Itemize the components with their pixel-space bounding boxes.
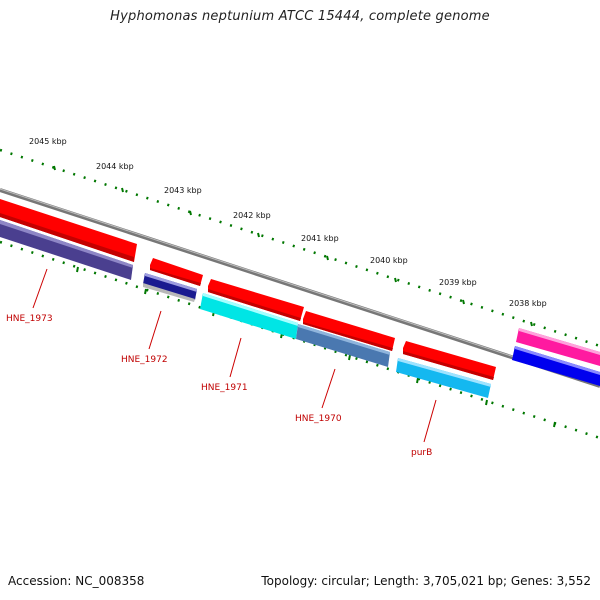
feature-magenta[interactable] bbox=[516, 328, 600, 366]
forward-cds-track bbox=[0, 199, 496, 380]
feature-sky[interactable] bbox=[396, 358, 491, 398]
cds-hne-1973-shade bbox=[0, 213, 134, 262]
map-title: Hyphomonas neptunium ATCC 15444, complet… bbox=[110, 9, 490, 24]
major-tick bbox=[326, 255, 329, 261]
accession-text: Accession: NC_008358 bbox=[8, 574, 145, 588]
major-tick bbox=[189, 210, 192, 216]
feature-steel[interactable] bbox=[296, 324, 390, 367]
leader-hne-1972 bbox=[148, 310, 162, 350]
topology-text: Topology: circular; Length: 3,705,021 bp… bbox=[261, 574, 591, 588]
major-ticks-outer bbox=[53, 165, 533, 327]
cds-hne-1970-shade bbox=[303, 322, 393, 351]
feature-blue-shade bbox=[515, 346, 600, 375]
feature-slate-shade bbox=[0, 220, 133, 268]
tick-label: 2043 kbp bbox=[164, 186, 202, 195]
major-tick bbox=[76, 266, 79, 273]
tick-label: 2040 kbp bbox=[370, 256, 408, 265]
cds-purb-shade bbox=[403, 351, 494, 380]
cds-hne-1971-shade bbox=[208, 289, 301, 321]
feature-steel-shade bbox=[298, 324, 390, 355]
gene-label: purB bbox=[411, 448, 432, 458]
cds-purb[interactable] bbox=[403, 341, 496, 380]
leader-hne-1971 bbox=[229, 337, 242, 378]
major-tick bbox=[553, 421, 556, 428]
cds-hne-1972[interactable] bbox=[150, 258, 203, 286]
feature-navy-base bbox=[143, 283, 195, 302]
leader-hne-1970 bbox=[321, 368, 336, 409]
feature-track bbox=[0, 220, 600, 398]
label-leaders bbox=[32, 268, 437, 443]
tick-label: 2045 kbp bbox=[29, 137, 67, 146]
gene-label: HNE_1973 bbox=[6, 314, 53, 324]
gene-label: HNE_1972 bbox=[121, 355, 168, 365]
feature-navy-shade bbox=[145, 273, 197, 292]
major-tick bbox=[348, 354, 351, 361]
tick-label: 2039 kbp bbox=[439, 278, 477, 287]
cds-hne-1970[interactable] bbox=[303, 311, 395, 351]
major-tick bbox=[53, 165, 56, 171]
tick-label: 2044 kbp bbox=[96, 162, 134, 171]
feature-navy[interactable] bbox=[143, 273, 197, 300]
feature-cyan[interactable] bbox=[200, 293, 298, 339]
cds-hne-1973[interactable] bbox=[0, 199, 137, 262]
major-tick bbox=[416, 377, 419, 384]
major-tick bbox=[144, 288, 147, 295]
gene-label: HNE_1971 bbox=[201, 383, 248, 393]
major-tick bbox=[530, 321, 533, 327]
tick-label: 2041 kbp bbox=[301, 234, 339, 243]
major-tick bbox=[485, 399, 488, 406]
major-tick bbox=[394, 277, 397, 283]
tick-label: 2038 kbp bbox=[509, 299, 547, 308]
cds-hne-1971[interactable] bbox=[208, 279, 304, 321]
major-tick bbox=[121, 187, 124, 193]
leader-purb bbox=[423, 399, 437, 443]
feature-magenta-shade bbox=[519, 328, 600, 355]
major-tick bbox=[257, 232, 260, 238]
major-tick bbox=[462, 299, 465, 305]
cds-hne-1972-shade bbox=[150, 268, 201, 286]
backbone-highlight bbox=[0, 188, 600, 386]
feature-blue[interactable] bbox=[512, 346, 600, 386]
gene-label: HNE_1970 bbox=[295, 414, 342, 424]
backbone bbox=[0, 188, 600, 388]
feature-sky-shade bbox=[398, 358, 491, 387]
feature-cyan-shade bbox=[203, 293, 298, 326]
tick-label: 2042 kbp bbox=[233, 211, 271, 220]
leader-hne-1973 bbox=[32, 268, 48, 309]
